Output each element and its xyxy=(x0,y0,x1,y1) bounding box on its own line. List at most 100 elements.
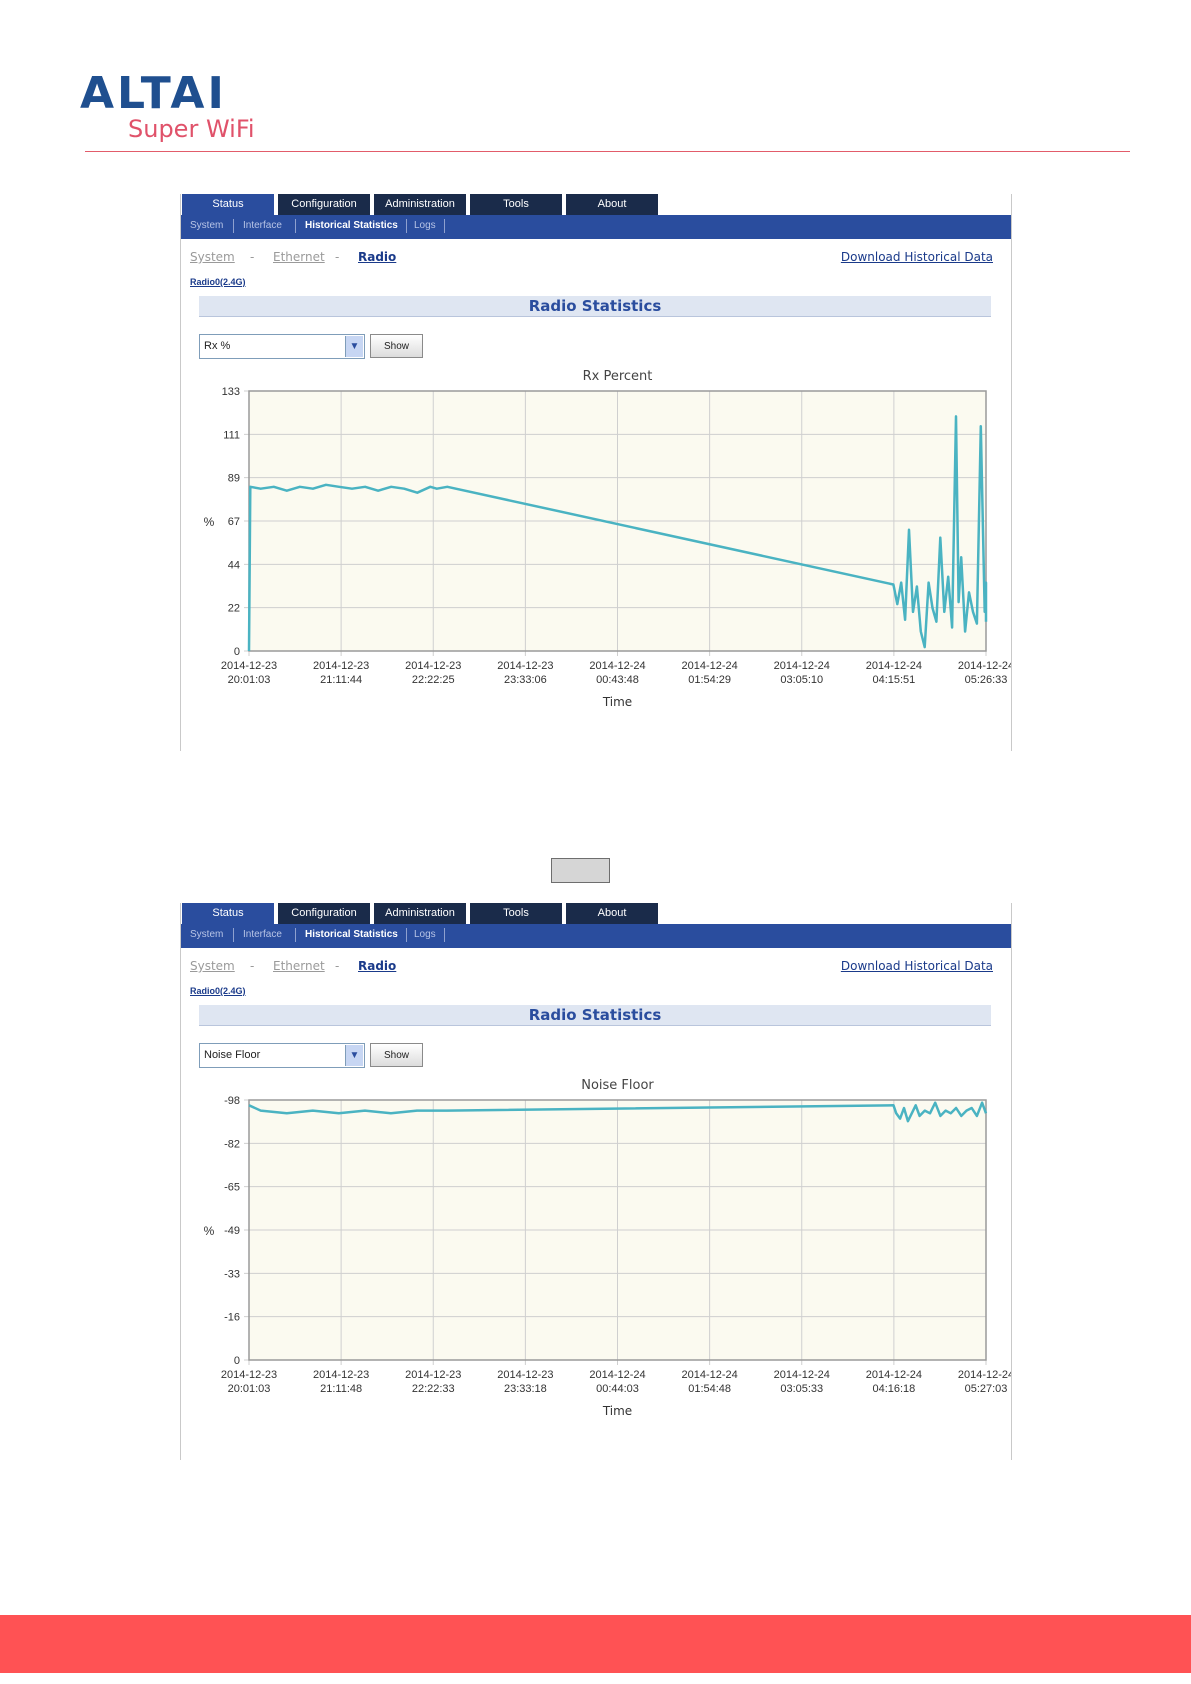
show-button[interactable]: Show xyxy=(370,334,423,358)
x-tick-time: 20:01:03 xyxy=(228,674,271,686)
tab-administration[interactable]: Administration xyxy=(374,194,466,215)
x-tick-label: 2014-12-24 00:43:48 xyxy=(589,660,645,686)
x-tick-label: 2014-12-23 22:22:33 xyxy=(405,1369,461,1395)
y-axis-label: % xyxy=(204,515,215,529)
tab-about[interactable]: About xyxy=(566,194,658,215)
x-tick-label: 2014-12-23 21:11:48 xyxy=(313,1369,369,1395)
x-tick-label: 2014-12-23 21:11:44 xyxy=(313,660,369,686)
altai-logo: ALTAI Super WiFi xyxy=(80,68,255,144)
subnav-separator xyxy=(406,928,407,942)
y-tick-label: -98 xyxy=(224,1095,240,1107)
breadcrumb-radio[interactable]: Radio xyxy=(358,250,397,264)
subnav-separator xyxy=(444,928,445,942)
chevron-down-icon[interactable]: ▼ xyxy=(345,1045,363,1066)
x-tick-time: 21:11:48 xyxy=(320,1383,362,1395)
x-tick-date: 2014-12-23 xyxy=(497,1369,553,1381)
x-tick-date: 2014-12-24 xyxy=(958,660,1011,672)
y-tick-label: 67 xyxy=(228,516,240,528)
download-historical-data-link[interactable]: Download Historical Data xyxy=(840,250,993,264)
statistics-panel-rx: Status Configuration Administration Tool… xyxy=(180,194,1012,751)
subnav-separator xyxy=(406,219,407,233)
main-tabs: Status Configuration Administration Tool… xyxy=(181,903,1011,924)
x-tick-date: 2014-12-24 xyxy=(589,660,645,672)
tab-tools[interactable]: Tools xyxy=(470,903,562,924)
subnav-historical-statistics[interactable]: Historical Statistics xyxy=(305,220,398,231)
y-tick-label: -82 xyxy=(224,1138,240,1150)
breadcrumb-separator: - xyxy=(250,250,255,264)
header-divider xyxy=(85,151,1130,152)
tab-status[interactable]: Status xyxy=(182,194,274,215)
tab-tools[interactable]: Tools xyxy=(470,194,562,215)
x-tick-label: 2014-12-24 05:27:03 xyxy=(958,1369,1011,1395)
subnav-interface[interactable]: Interface xyxy=(243,220,282,231)
x-tick-label: 2014-12-24 03:05:33 xyxy=(774,1369,830,1395)
x-tick-date: 2014-12-23 xyxy=(497,660,553,672)
x-tick-label: 2014-12-24 01:54:48 xyxy=(681,1369,737,1395)
x-tick-time: 23:33:06 xyxy=(504,674,547,686)
subnav-logs[interactable]: Logs xyxy=(414,929,436,940)
x-tick-label: 2014-12-24 04:15:51 xyxy=(866,660,922,686)
x-tick-label: 2014-12-23 20:01:03 xyxy=(221,660,277,686)
y-tick-label: 0 xyxy=(234,1355,240,1367)
tab-about[interactable]: About xyxy=(566,903,658,924)
metric-select-value: Rx % xyxy=(204,340,231,352)
metric-select[interactable]: Rx % ▼ xyxy=(199,334,365,359)
download-historical-data-link[interactable]: Download Historical Data xyxy=(840,959,993,973)
tab-status[interactable]: Status xyxy=(182,903,274,924)
x-tick-label: 2014-12-23 23:33:18 xyxy=(497,1369,553,1395)
metric-select[interactable]: Noise Floor ▼ xyxy=(199,1043,365,1068)
breadcrumb-system[interactable]: System xyxy=(190,959,235,973)
tab-configuration[interactable]: Configuration xyxy=(278,194,370,215)
chart-title: Noise Floor xyxy=(581,1078,654,1093)
subnav-separator xyxy=(295,219,296,233)
x-tick-label: 2014-12-24 01:54:29 xyxy=(681,660,737,686)
breadcrumb-system[interactable]: System xyxy=(190,250,235,264)
y-tick-label: -16 xyxy=(224,1312,240,1324)
x-tick-label: 2014-12-24 04:16:18 xyxy=(866,1369,922,1395)
x-tick-time: 05:26:33 xyxy=(965,674,1008,686)
radio0-link[interactable]: Radio0(2.4G) xyxy=(190,986,246,996)
x-tick-time: 01:54:48 xyxy=(688,1383,731,1395)
subnav-separator xyxy=(444,219,445,233)
show-button[interactable]: Show xyxy=(370,1043,423,1067)
main-tabs: Status Configuration Administration Tool… xyxy=(181,194,1011,215)
statistics-panel-noise: Status Configuration Administration Tool… xyxy=(180,903,1012,1460)
breadcrumb-ethernet[interactable]: Ethernet xyxy=(273,250,325,264)
subnav-system[interactable]: System xyxy=(190,929,224,940)
chevron-down-icon[interactable]: ▼ xyxy=(345,336,363,357)
tab-administration[interactable]: Administration xyxy=(374,903,466,924)
x-tick-date: 2014-12-24 xyxy=(958,1369,1011,1381)
sub-navigation: System Interface Historical Statistics L… xyxy=(181,215,1011,239)
x-tick-time: 04:16:18 xyxy=(872,1383,915,1395)
y-axis-label: % xyxy=(204,1224,215,1238)
x-tick-date: 2014-12-23 xyxy=(313,660,369,672)
breadcrumb-ethernet[interactable]: Ethernet xyxy=(273,959,325,973)
x-tick-time: 03:05:33 xyxy=(780,1383,823,1395)
x-tick-label: 2014-12-23 23:33:06 xyxy=(497,660,553,686)
x-tick-time: 00:44:03 xyxy=(596,1383,639,1395)
radio0-link[interactable]: Radio0(2.4G) xyxy=(190,277,246,287)
y-tick-label: -33 xyxy=(224,1268,240,1280)
x-tick-time: 01:54:29 xyxy=(688,674,731,686)
logo-wordmark: ALTAI xyxy=(80,68,227,119)
subnav-interface[interactable]: Interface xyxy=(243,929,282,940)
x-tick-time: 23:33:18 xyxy=(504,1383,547,1395)
series-line xyxy=(247,415,988,652)
x-tick-date: 2014-12-24 xyxy=(681,660,737,672)
subnav-system[interactable]: System xyxy=(190,220,224,231)
metric-select-value: Noise Floor xyxy=(204,1049,261,1061)
x-tick-date: 2014-12-23 xyxy=(221,1369,277,1381)
subnav-historical-statistics[interactable]: Historical Statistics xyxy=(305,929,398,940)
sub-navigation: System Interface Historical Statistics L… xyxy=(181,924,1011,948)
plot-border xyxy=(248,1099,987,1361)
x-tick-time: 04:15:51 xyxy=(872,674,915,686)
y-tick-label: -65 xyxy=(224,1182,240,1194)
breadcrumb-radio[interactable]: Radio xyxy=(358,959,397,973)
x-axis-label: Time xyxy=(602,695,632,709)
tab-configuration[interactable]: Configuration xyxy=(278,903,370,924)
x-tick-time: 03:05:10 xyxy=(780,674,823,686)
subnav-logs[interactable]: Logs xyxy=(414,220,436,231)
x-tick-date: 2014-12-24 xyxy=(866,1369,922,1381)
